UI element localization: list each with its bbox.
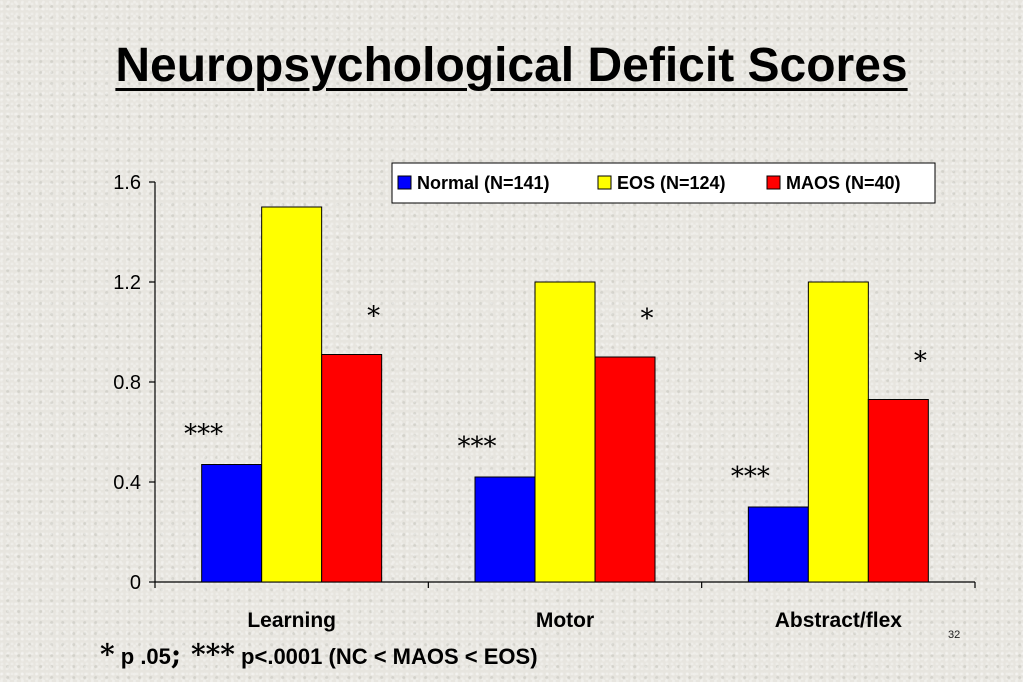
slide-number: 32 [948, 629, 961, 641]
bar [747, 506, 809, 583]
significance-marker: * [641, 304, 654, 334]
slide-title: Neuropsychological Deficit Scores [115, 39, 908, 92]
significance-marker: *** [458, 432, 497, 462]
legend-swatch [597, 175, 612, 190]
legend-swatch [397, 175, 412, 190]
y-tick-label: 1.6 [113, 172, 141, 194]
bar [594, 356, 656, 583]
y-tick-label: 0.4 [113, 472, 141, 494]
footnote-star: * [100, 638, 115, 671]
legend-box [391, 162, 936, 204]
legend-label: Normal (N=141) [417, 173, 550, 193]
x-tick-label: Abstract/flex [775, 609, 903, 632]
y-tick-label: 0.8 [113, 372, 141, 394]
footnote: * p .05; *** p<.0001 (NC < MAOS < EOS) [100, 638, 538, 671]
footnote-text-p05: p .05 [114, 644, 171, 669]
footnote-separator: ; [170, 638, 182, 671]
bar [201, 464, 263, 583]
significance-marker: * [367, 302, 380, 332]
legend-swatch [766, 175, 781, 190]
significance-marker: * [914, 347, 927, 377]
y-tick-label: 1.2 [113, 272, 141, 294]
bar [807, 281, 869, 583]
bar [867, 399, 929, 583]
y-tick-label: 0 [130, 572, 141, 594]
footnote-triple-star: *** [181, 638, 235, 671]
legend-label: MAOS (N=40) [786, 173, 901, 193]
bar [474, 476, 536, 583]
footnote-text-p0001: p<.0001 (NC < MAOS < EOS) [234, 644, 538, 669]
x-tick-label: Learning [247, 609, 336, 632]
bar [534, 281, 596, 583]
x-tick-label: Motor [536, 609, 594, 632]
legend-label: EOS (N=124) [617, 173, 726, 193]
significance-marker: *** [184, 420, 223, 450]
significance-marker: *** [731, 462, 770, 492]
bar [261, 206, 323, 583]
bar [321, 354, 383, 583]
